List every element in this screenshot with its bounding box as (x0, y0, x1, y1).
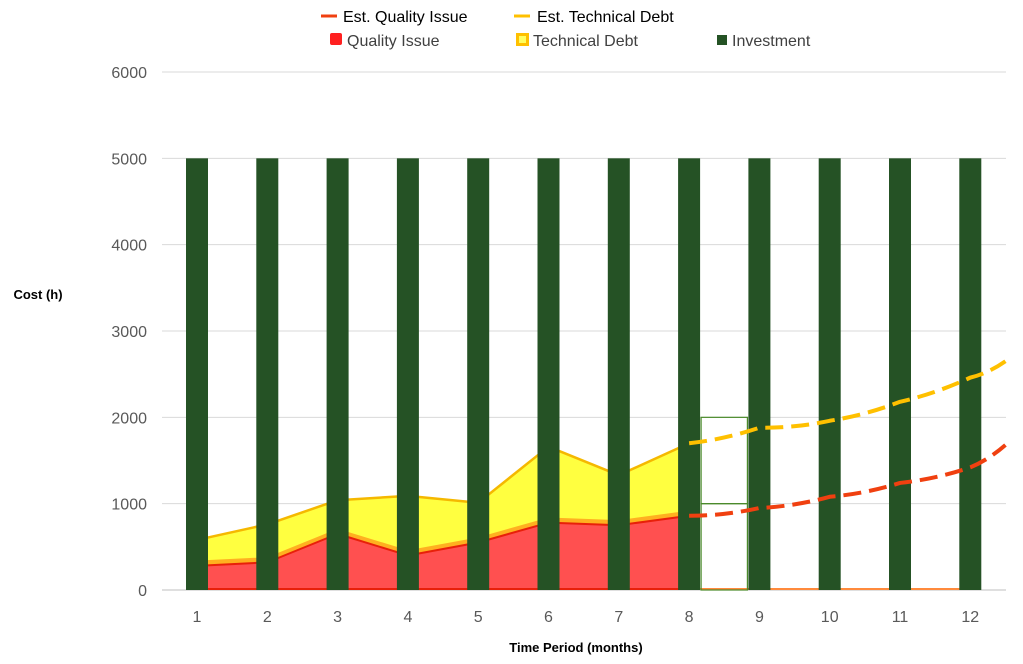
y-axis-ticks: 0 1000 2000 3000 4000 5000 6000 (111, 65, 147, 600)
x-tick-label: 10 (821, 609, 839, 626)
x-tick-label: 3 (333, 609, 342, 626)
legend-item-est-technical-debt: Est. Technical Debt (514, 9, 674, 26)
stacked-areas (196, 416, 971, 591)
x-tick-label: 7 (614, 609, 623, 626)
investment-bar (256, 158, 279, 591)
legend-square-marker (330, 33, 342, 45)
investment-bar (607, 158, 630, 591)
gridlines (162, 71, 1006, 591)
investment-bar (818, 158, 841, 591)
investment-bar (678, 158, 701, 591)
legend-hollow-square-marker (516, 33, 529, 46)
legend: Est. Quality Issue Est. Technical Debt Q… (321, 9, 811, 50)
legend-label: Technical Debt (533, 33, 639, 50)
technical-debt-edge (196, 442, 690, 542)
legend-square-marker (717, 35, 727, 45)
quality-issue-area (197, 515, 690, 590)
legend-label: Est. Technical Debt (537, 9, 674, 26)
y-axis-title: Cost (h) (13, 287, 62, 302)
investment-outline-lower (700, 503, 748, 591)
investment-bar (186, 158, 208, 591)
x-tick-label: 4 (403, 609, 412, 626)
x-tick-label: 1 (193, 609, 202, 626)
investment-bar (326, 158, 349, 591)
est-technical-debt-line (688, 359, 1007, 446)
investment-bar (537, 158, 560, 591)
estimate-lines (688, 359, 1007, 518)
x-tick-label: 2 (263, 609, 272, 626)
legend-item-investment: Investment (717, 33, 811, 50)
x-tick-label: 12 (961, 609, 979, 626)
legend-label: Investment (732, 33, 811, 50)
y-tick-label: 4000 (111, 238, 147, 255)
legend-item-technical-debt: Technical Debt (516, 33, 639, 50)
legend-label: Quality Issue (347, 33, 440, 50)
x-axis-ticks: 1 2 3 4 5 6 7 8 9 10 11 12 (193, 609, 980, 626)
y-tick-label: 2000 (111, 410, 147, 427)
y-tick-label: 6000 (111, 65, 147, 82)
quality-issue-edge (196, 514, 690, 567)
legend-item-est-quality-issue: Est. Quality Issue (321, 9, 468, 26)
investment-bar (748, 158, 771, 591)
x-tick-label: 5 (474, 609, 483, 626)
x-tick-label: 11 (892, 609, 909, 626)
investment-bar (396, 158, 419, 591)
x-tick-label: 8 (685, 609, 694, 626)
x-tick-label: 9 (755, 609, 764, 626)
legend-item-quality-issue: Quality Issue (330, 33, 440, 50)
y-tick-label: 3000 (111, 324, 147, 341)
y-tick-label: 0 (138, 583, 147, 600)
investment-outline-upper (700, 416, 748, 505)
y-tick-label: 5000 (111, 151, 147, 168)
investment-bar (467, 158, 490, 591)
est-quality-issue-line (689, 443, 1007, 518)
investment-bars (186, 158, 982, 591)
legend-label: Est. Quality Issue (343, 9, 468, 26)
y-tick-label: 1000 (111, 497, 147, 514)
investment-bar (959, 158, 982, 591)
x-tick-label: 6 (544, 609, 553, 626)
x-axis-title: Time Period (months) (509, 640, 642, 655)
investment-bar (889, 158, 911, 591)
